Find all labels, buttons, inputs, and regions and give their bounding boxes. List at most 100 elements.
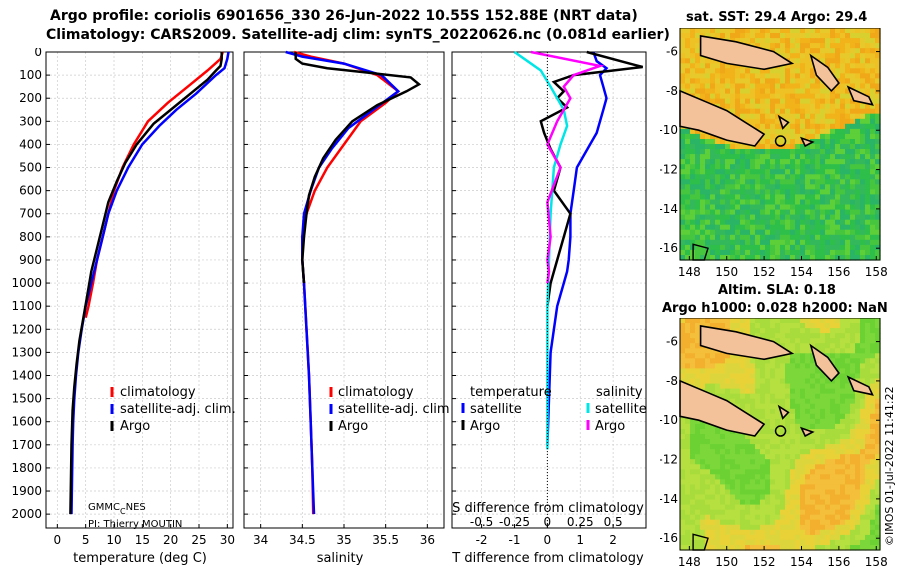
map-cell <box>785 113 791 120</box>
map-cell <box>695 149 701 155</box>
map-cell <box>865 234 871 241</box>
map-cell <box>750 434 756 440</box>
map-cell <box>875 489 881 496</box>
map-cell <box>875 398 881 405</box>
map-cell <box>845 479 851 485</box>
map-cell <box>750 164 756 170</box>
map-cell <box>760 519 766 526</box>
map-cell <box>750 194 756 200</box>
map-cell <box>760 434 766 440</box>
map-cell <box>770 204 776 211</box>
map-cell <box>840 444 846 450</box>
map-cell <box>790 323 796 329</box>
map-cell <box>815 78 821 84</box>
map-cell <box>855 224 861 231</box>
map-cell <box>680 68 686 74</box>
map-cell <box>865 413 871 420</box>
map-cell <box>795 353 801 359</box>
map-cell <box>690 439 696 445</box>
map-cell <box>770 539 776 546</box>
map-cell <box>825 33 831 39</box>
map-cell <box>760 219 766 226</box>
map-cell <box>685 53 691 59</box>
map-cell <box>805 333 811 339</box>
map-cell <box>850 514 856 521</box>
map-cell <box>800 209 806 216</box>
map-cell <box>765 219 771 226</box>
map-cell <box>710 234 716 241</box>
map-cell <box>715 164 721 170</box>
map-cell <box>700 504 706 511</box>
map-cell <box>695 479 701 485</box>
map-cell <box>770 444 776 450</box>
difference-plot: -2 -1 0 1 2-0.5 -0.25 0 0.25 0.5S difference fro… <box>451 50 647 566</box>
map-cell <box>745 68 751 74</box>
map-cell <box>730 234 736 241</box>
map-cell <box>810 383 816 390</box>
map-cell <box>775 439 781 445</box>
map-cell <box>760 489 766 496</box>
map-cell <box>780 524 786 531</box>
map-cell <box>745 38 751 44</box>
map-cell <box>855 358 861 364</box>
map-cell <box>725 139 731 145</box>
map-cell <box>770 154 776 160</box>
map-cell <box>780 93 786 100</box>
map-cell <box>800 194 806 200</box>
map-cell <box>725 28 731 34</box>
map-cell <box>875 154 881 160</box>
map-cell <box>825 348 831 354</box>
map-cell <box>720 98 726 105</box>
map-cell <box>715 224 721 231</box>
map-cell <box>685 328 691 334</box>
map-cell <box>705 429 711 435</box>
map-cell <box>795 534 801 541</box>
map-cell <box>840 423 846 430</box>
map-cell <box>730 159 736 165</box>
map-cell <box>740 358 746 364</box>
map-cell <box>835 358 841 364</box>
map-cell <box>875 174 881 180</box>
map-cell <box>725 358 731 364</box>
map-cell <box>730 68 736 74</box>
map-cell <box>790 373 796 380</box>
map-cell <box>860 328 866 334</box>
map-cell <box>750 444 756 450</box>
map-cell <box>735 78 741 84</box>
map-cell <box>735 368 741 374</box>
map-cell <box>835 154 841 160</box>
map-cell <box>860 539 866 546</box>
map-cell <box>870 48 876 54</box>
map-cell <box>760 244 766 251</box>
map-cell <box>735 469 741 475</box>
map-cell <box>695 229 701 236</box>
map-cell <box>680 318 686 324</box>
legend-entry: climatology <box>120 385 196 400</box>
map-cell <box>790 128 796 135</box>
map-cell <box>800 164 806 170</box>
map-cell <box>715 154 721 160</box>
map-cell <box>820 43 826 49</box>
map-cell <box>835 98 841 105</box>
map-cell <box>800 78 806 84</box>
map-cell <box>775 88 781 95</box>
map-cell <box>865 494 871 501</box>
map-cell <box>695 184 701 190</box>
map-cell <box>815 423 821 430</box>
map-cell <box>855 499 861 506</box>
map-cell <box>765 38 771 44</box>
map-cell <box>835 423 841 430</box>
map-cell <box>740 434 746 440</box>
map-cell <box>840 214 846 221</box>
map-cell <box>805 328 811 334</box>
map-cell <box>760 318 766 324</box>
map-cell <box>765 118 771 125</box>
map-cell <box>720 229 726 236</box>
map-cell <box>705 164 711 170</box>
map-cell <box>820 529 826 536</box>
map-cell <box>795 189 801 195</box>
map-cell <box>700 474 706 480</box>
map-cell <box>770 33 776 39</box>
map-cell <box>835 484 841 490</box>
map-cell <box>710 204 716 211</box>
